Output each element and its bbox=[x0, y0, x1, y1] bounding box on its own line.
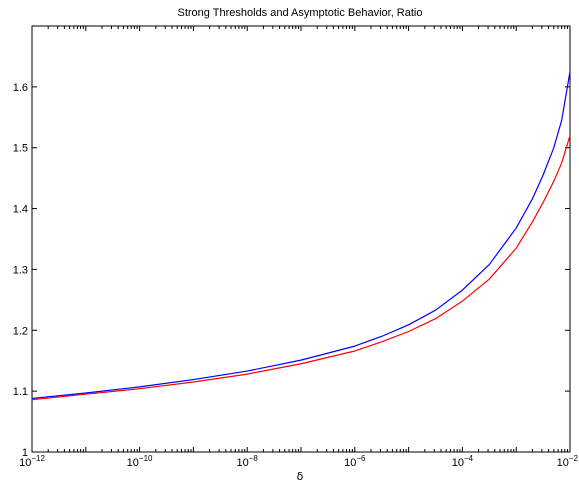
series-layer bbox=[31, 71, 571, 401]
y-tick-label: 1.2 bbox=[13, 325, 28, 337]
y-tick-label: 1.6 bbox=[13, 82, 28, 94]
y-tick-label: 1.3 bbox=[13, 264, 28, 276]
x-tick-label: 10−6 bbox=[344, 454, 366, 469]
y-tick-label: 1.4 bbox=[13, 204, 28, 216]
x-tick-label: 10−8 bbox=[237, 454, 259, 469]
x-tick-label: 10−4 bbox=[452, 454, 474, 469]
chart-title: Strong Thresholds and Asymptotic Behavio… bbox=[178, 7, 423, 19]
x-tick-label: 10−10 bbox=[127, 454, 153, 469]
series-line-2 bbox=[31, 135, 571, 401]
axis-ticks: 1 1.1 1.2 1.3 1.4 1.5 1.6 10−12 10−10 10−8 10−6 10−… bbox=[13, 26, 579, 469]
y-tick-label: 1.5 bbox=[13, 143, 28, 155]
x-tick-label: 10−12 bbox=[19, 454, 45, 469]
series-line-1 bbox=[31, 71, 571, 400]
y-tick-label: 1 bbox=[22, 447, 28, 459]
x-axis-label: δ bbox=[297, 470, 304, 482]
x-tick-label: 10−2 bbox=[557, 454, 579, 469]
y-tick-label: 1.1 bbox=[13, 386, 28, 398]
